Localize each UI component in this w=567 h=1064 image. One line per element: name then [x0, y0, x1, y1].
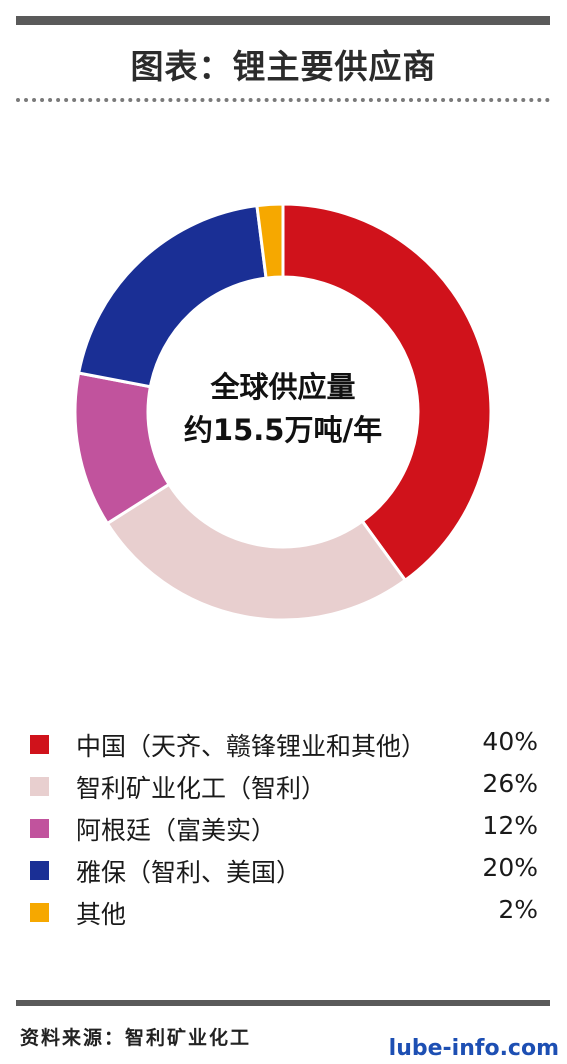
- legend-label-other: 其他: [76, 900, 127, 929]
- legend-swatch-china: [30, 735, 49, 754]
- watermark: lube-info.com: [388, 1036, 559, 1061]
- legend-swatch-other: [30, 903, 49, 922]
- legend-item-sqm: 智利矿业化工（智利） 26%: [30, 767, 550, 809]
- legend-item-china: 中国（天齐、赣锋锂业和其他） 40%: [30, 725, 550, 767]
- page-title: 图表：锂主要供应商: [130, 47, 437, 86]
- legend-label-china: 中国（天齐、赣锋锂业和其他）: [76, 732, 427, 761]
- legend-value-other: 2%: [498, 895, 538, 924]
- donut-chart: [73, 202, 493, 622]
- center-line-1: 全球供应量: [210, 370, 356, 404]
- legend: 中国（天齐、赣锋锂业和其他） 40% 智利矿业化工（智利） 26% 阿根廷（富美…: [30, 725, 550, 935]
- legend-label-albemarle: 雅保（智利、美国）: [76, 858, 302, 887]
- bottom-rule: [16, 1000, 550, 1006]
- donut-center-label: 全球供应量 约15.5万吨/年: [133, 366, 433, 452]
- legend-value-china: 40%: [482, 727, 538, 756]
- dotted-divider: [16, 98, 550, 102]
- legend-label-sqm: 智利矿业化工（智利）: [76, 774, 327, 803]
- legend-value-sqm: 26%: [482, 769, 538, 798]
- legend-item-other: 其他 2%: [30, 893, 550, 935]
- center-line-2: 约15.5万吨/年: [183, 413, 383, 447]
- source-note: 资料来源：智利矿业化工: [20, 1027, 252, 1049]
- donut-slice-china: [281, 202, 493, 583]
- legend-value-argentina: 12%: [482, 811, 538, 840]
- donut-slice-albemarle: [76, 203, 268, 389]
- legend-value-albemarle: 20%: [482, 853, 538, 882]
- legend-label-argentina: 阿根廷（富美实）: [76, 816, 277, 845]
- legend-item-argentina: 阿根廷（富美实） 12%: [30, 809, 550, 851]
- donut-slice-other: [255, 202, 285, 280]
- legend-swatch-argentina: [30, 819, 49, 838]
- legend-swatch-sqm: [30, 777, 49, 796]
- legend-swatch-albemarle: [30, 861, 49, 880]
- legend-item-albemarle: 雅保（智利、美国） 20%: [30, 851, 550, 893]
- donut-slice-sqm: [105, 482, 408, 622]
- top-rule: [16, 16, 550, 25]
